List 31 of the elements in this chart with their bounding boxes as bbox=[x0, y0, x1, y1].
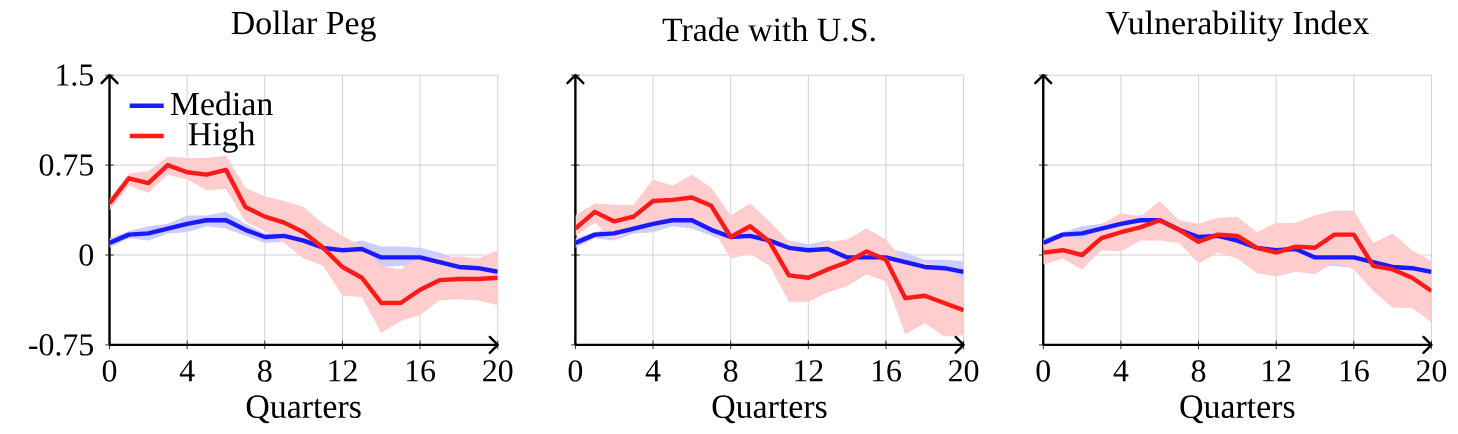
x-tick-label: 16 bbox=[1340, 360, 1369, 382]
x-tick-label: 8 bbox=[258, 360, 272, 382]
chart-title: Trade with U.S. bbox=[662, 17, 875, 42]
x-tick-label: 16 bbox=[406, 360, 436, 382]
legend-label: Median bbox=[170, 91, 273, 116]
y-tick-label: 1.5 bbox=[57, 64, 93, 86]
x-tick-label: 0 bbox=[1036, 360, 1050, 382]
x-tick-label: 8 bbox=[1191, 360, 1206, 382]
line-series bbox=[109, 162, 498, 306]
x-axis-title: Quarters bbox=[712, 395, 827, 424]
x-tick-label: 8 bbox=[723, 360, 738, 382]
x-tick-label: 4 bbox=[645, 360, 661, 382]
x-axis-title: Quarters bbox=[246, 395, 361, 424]
x-tick-label: 12 bbox=[1263, 360, 1291, 382]
x-tick-label: 12 bbox=[795, 360, 823, 382]
chart-title: Dollar Peg bbox=[231, 10, 376, 42]
x-tick-label: 20 bbox=[483, 360, 513, 382]
x-tick-label: 16 bbox=[872, 360, 901, 382]
x-tick-label: 4 bbox=[179, 360, 195, 382]
y-tick-label: 0.75 bbox=[39, 154, 93, 176]
y-tick-label: -0.75 bbox=[29, 334, 93, 356]
x-tick-label: 0 bbox=[568, 360, 583, 382]
x-tick-label: 20 bbox=[949, 360, 979, 382]
x-tick-label: 12 bbox=[329, 360, 357, 382]
x-axis-title: Quarters bbox=[1180, 395, 1295, 424]
chart-title: Vulnerability Index bbox=[1105, 10, 1369, 42]
x-tick-label: 4 bbox=[1113, 360, 1129, 382]
y-tick-label: 0 bbox=[79, 244, 94, 266]
legend-label: High bbox=[188, 121, 255, 153]
x-tick-label: 20 bbox=[1416, 360, 1447, 382]
x-tick-label: 0 bbox=[102, 360, 117, 382]
